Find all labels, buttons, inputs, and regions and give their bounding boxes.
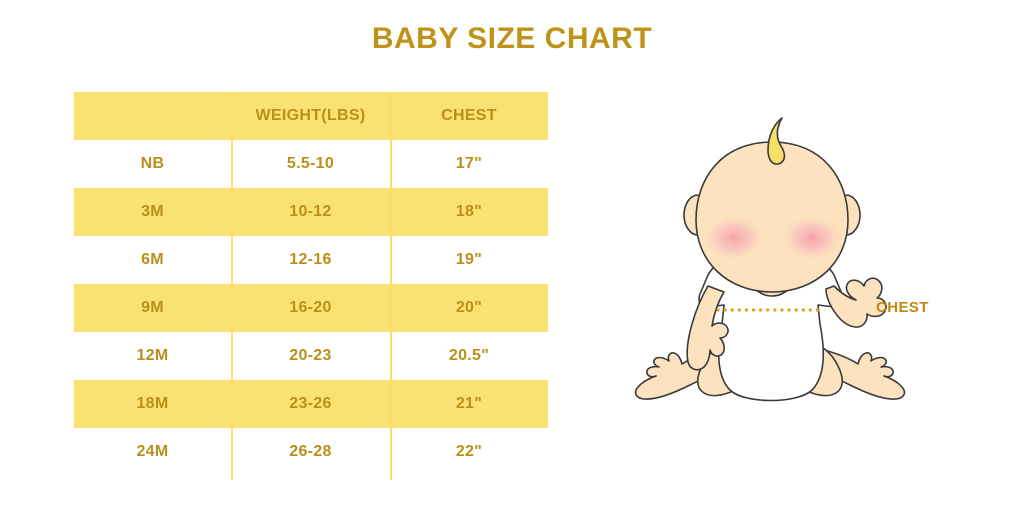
table-header-row: WEIGHT(LBS) CHEST: [74, 92, 548, 140]
cell-size: NB: [74, 140, 231, 188]
cell-size: 12M: [74, 332, 231, 380]
baby-right-blush: [782, 215, 842, 261]
cell-size: 3M: [74, 188, 231, 236]
table-column-divider: [390, 92, 392, 480]
column-header-chest: CHEST: [390, 92, 548, 140]
cell-size: 6M: [74, 236, 231, 284]
cell-chest: 22": [390, 428, 548, 476]
cell-chest: 20.5": [390, 332, 548, 380]
column-header-size: [74, 92, 231, 140]
baby-hair-curl: [767, 117, 786, 165]
table-row: 6M 12-16 19": [74, 236, 548, 284]
baby-illustration: [634, 117, 906, 402]
cell-chest: 20": [390, 284, 548, 332]
baby-right-arm: [825, 277, 887, 328]
cell-chest: 19": [390, 236, 548, 284]
page-title: BABY SIZE CHART: [371, 22, 653, 55]
cell-weight: 10-12: [231, 188, 390, 236]
cell-chest: 21": [390, 380, 548, 428]
table-body: NB 5.5-10 17" 3M 10-12 18" 6M 12-16 19" …: [74, 140, 548, 476]
table-row: 3M 10-12 18": [74, 188, 548, 236]
table-row: NB 5.5-10 17": [74, 140, 548, 188]
cell-weight: 16-20: [231, 284, 390, 332]
size-chart-table: WEIGHT(LBS) CHEST NB 5.5-10 17" 3M 10-12…: [74, 92, 548, 476]
cell-weight: 20-23: [231, 332, 390, 380]
table-row: 18M 23-26 21": [74, 380, 548, 428]
baby-head: [695, 141, 849, 293]
baby-left-blush: [704, 215, 764, 261]
cell-chest: 18": [390, 188, 548, 236]
table-row: 12M 20-23 20.5": [74, 332, 548, 380]
cell-size: 18M: [74, 380, 231, 428]
table-column-divider: [231, 92, 233, 480]
cell-weight: 12-16: [231, 236, 390, 284]
cell-weight: 26-28: [231, 428, 390, 476]
column-header-weight: WEIGHT(LBS): [231, 92, 390, 140]
cell-weight: 23-26: [231, 380, 390, 428]
baby-left-arm: [686, 285, 729, 371]
chest-measurement-label: CHEST: [876, 299, 929, 316]
cell-chest: 17": [390, 140, 548, 188]
table-row: 9M 16-20 20": [74, 284, 548, 332]
cell-weight: 5.5-10: [231, 140, 390, 188]
table-row: 24M 26-28 22": [74, 428, 548, 476]
cell-size: 9M: [74, 284, 231, 332]
cell-size: 24M: [74, 428, 231, 476]
